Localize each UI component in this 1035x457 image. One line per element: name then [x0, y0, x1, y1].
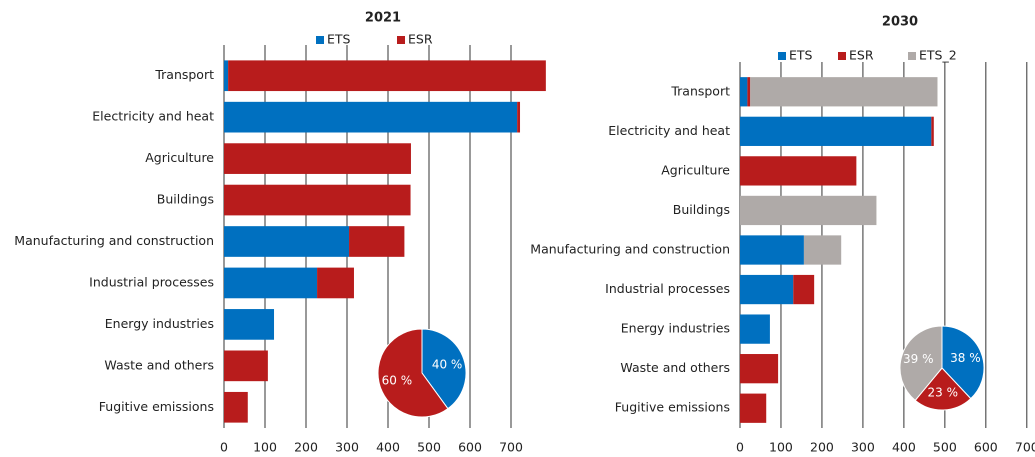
bar-segment: [740, 116, 932, 146]
bar-segment: [224, 184, 411, 216]
category-label: Electricity and heat: [608, 123, 730, 138]
bar-segment: [740, 354, 779, 384]
category-label: Waste and others: [104, 357, 214, 372]
bar-segment: [740, 314, 770, 344]
category-label: Industrial processes: [89, 274, 214, 289]
legend-swatch: [316, 36, 324, 44]
legend-label: ETS_2: [919, 48, 957, 63]
category-label: Fugitive emissions: [615, 400, 730, 415]
legend-swatch: [397, 36, 405, 44]
bar-segment: [224, 226, 350, 257]
bar-segment: [740, 393, 767, 423]
pie-label: 38 %: [950, 351, 981, 365]
category-label: Transport: [670, 83, 730, 98]
pie-slice: [377, 328, 449, 418]
category-label: Waste and others: [620, 360, 730, 375]
bar-segment: [349, 226, 405, 257]
legend-label: ETS: [327, 32, 351, 47]
bar-segment: [224, 391, 248, 423]
legend-swatch: [838, 52, 846, 60]
x-tick-label: 600: [974, 440, 998, 455]
bar-segment: [750, 77, 938, 107]
category-label: Manufacturing and construction: [14, 233, 214, 248]
bar-segment: [931, 116, 934, 146]
category-label: Manufacturing and construction: [530, 242, 730, 257]
legend-swatch: [908, 52, 916, 60]
bar-segment: [793, 274, 815, 305]
bar-segment: [228, 60, 546, 92]
x-tick-label: 400: [892, 440, 916, 455]
x-tick-label: 0: [220, 440, 228, 455]
x-tick-label: 200: [294, 440, 318, 455]
category-label: Electricity and heat: [92, 109, 214, 124]
x-tick-label: 700: [1015, 440, 1035, 455]
pie-label: 40 %: [432, 357, 463, 371]
bar-segment: [747, 77, 751, 107]
bar-segment: [803, 235, 842, 265]
bar-segment: [517, 101, 521, 133]
x-tick-label: 0: [736, 440, 744, 455]
category-label: Fugitive emissions: [99, 399, 214, 414]
x-tick-label: 300: [851, 440, 875, 455]
category-label: Buildings: [157, 192, 214, 207]
category-label: Buildings: [673, 202, 730, 217]
pie-slice: [421, 328, 467, 410]
x-tick-label: 100: [253, 440, 277, 455]
legend-label: ESR: [408, 32, 433, 47]
category-label: Energy industries: [621, 321, 730, 336]
category-label: Agriculture: [145, 150, 214, 165]
chart-title: 2021: [365, 11, 401, 26]
bar-segment: [740, 77, 748, 107]
bar-segment: [740, 235, 804, 265]
x-tick-label: 100: [769, 440, 793, 455]
category-label: Energy industries: [105, 316, 214, 331]
pie-label: 39 %: [903, 352, 934, 366]
legend-label: ESR: [849, 48, 874, 63]
category-label: Agriculture: [661, 162, 730, 177]
pie-label: 23 %: [928, 386, 959, 400]
legend-swatch: [778, 52, 786, 60]
pie-slice: [941, 325, 985, 400]
bar-segment: [740, 195, 877, 226]
bar-segment: [224, 101, 518, 133]
bar-segment: [224, 350, 268, 382]
legend-label: ETS: [789, 48, 813, 63]
category-label: Industrial processes: [605, 281, 730, 296]
x-tick-label: 500: [417, 440, 441, 455]
x-tick-label: 200: [810, 440, 834, 455]
bar-segment: [224, 267, 318, 299]
pie-label: 60 %: [382, 374, 413, 388]
x-tick-label: 300: [335, 440, 359, 455]
bar-segment: [224, 143, 411, 174]
x-tick-label: 700: [499, 440, 523, 455]
x-tick-label: 600: [458, 440, 482, 455]
pie-slice: [914, 367, 972, 411]
pie-slice: [899, 325, 943, 402]
bar-segment: [224, 60, 229, 92]
x-tick-label: 400: [376, 440, 400, 455]
bar-segment: [224, 309, 275, 340]
category-label: Transport: [154, 67, 214, 82]
bar-segment: [317, 267, 354, 299]
chart-title: 2030: [882, 15, 918, 30]
bar-segment: [740, 156, 857, 186]
x-tick-label: 500: [933, 440, 957, 455]
bar-segment: [740, 274, 794, 305]
